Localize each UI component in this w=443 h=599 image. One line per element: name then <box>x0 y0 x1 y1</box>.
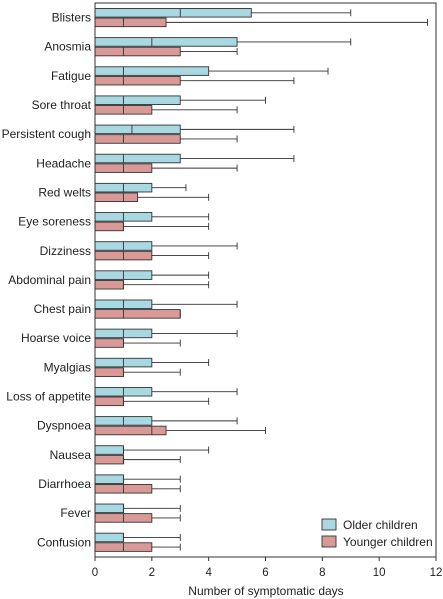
bar-older-children-diarrhoea <box>94 474 124 484</box>
x-tick-label: 2 <box>149 567 155 579</box>
category-label: Red welts <box>38 185 91 199</box>
category-label: Sore throat <box>32 98 92 112</box>
bar-older-children-fatigue <box>94 66 210 76</box>
x-axis-title: Number of symptomatic days <box>188 584 343 598</box>
bar-younger-children-red-welts <box>94 192 139 203</box>
bar-younger-children-chest-pain <box>94 309 181 319</box>
x-tick-label: 12 <box>430 567 443 579</box>
category-labels: Blisters Anosmia Fatigue Sore throat Persist… <box>2 11 92 550</box>
category-label: Myalgias <box>44 360 91 374</box>
bar-older-children-nausea <box>94 445 124 455</box>
x-tick-label: 4 <box>205 567 212 579</box>
bar-older-children-blisters <box>94 8 252 18</box>
bar-younger-children-eye-soreness <box>94 221 124 232</box>
category-label: Diarrhoea <box>38 477 91 491</box>
x-tick-label: 10 <box>373 567 386 579</box>
legend-swatch-younger <box>321 535 337 548</box>
category-label: Persistent cough <box>2 127 91 141</box>
category-label: Dizziness <box>40 244 91 258</box>
bar-older-children-anosmia <box>94 37 238 47</box>
plot-frame <box>94 2 437 558</box>
legend-swatch-older <box>321 518 337 531</box>
bar-younger-children-dyspnoea <box>94 425 167 436</box>
bar-younger-children-myalgias <box>94 367 124 377</box>
bar-older-children-headache <box>94 153 181 164</box>
x-tick-label: 8 <box>319 567 325 579</box>
bar-younger-children-anosmia <box>94 46 181 57</box>
category-label: Headache <box>36 156 91 170</box>
bar-younger-children-persistent-cough <box>94 134 181 144</box>
legend: Older children Younger children <box>321 518 433 549</box>
x-tick-label: 6 <box>262 567 268 579</box>
bar-younger-children-fatigue <box>94 75 181 86</box>
category-label: Confusion <box>37 535 91 549</box>
bars-group <box>94 8 428 552</box>
category-label: Fatigue <box>51 69 91 83</box>
legend-label-older: Older children <box>343 518 418 532</box>
bar-younger-children-abdominal-pain <box>94 279 124 290</box>
bar-older-children-confusion <box>94 532 124 543</box>
bar-older-children-fever <box>94 503 124 514</box>
bar-younger-children-nausea <box>94 454 124 465</box>
bar-older-children-persistent-cough <box>94 124 181 135</box>
category-label: Dyspnoea <box>37 419 91 433</box>
category-label: Nausea <box>50 448 92 462</box>
category-label: Fever <box>60 506 91 520</box>
category-label: Abdominal pain <box>8 273 91 287</box>
bar-younger-children-hoarse-voice <box>94 338 124 348</box>
category-label: Blisters <box>52 11 91 25</box>
x-tick-label: 0 <box>92 567 98 579</box>
bar-older-children-sore-throat <box>94 95 181 105</box>
category-label: Hoarse voice <box>21 331 91 345</box>
category-label: Loss of appetite <box>6 390 91 404</box>
category-label: Eye soreness <box>18 215 91 229</box>
category-label: Anosmia <box>44 40 91 54</box>
bar-younger-children-blisters <box>94 17 167 28</box>
x-axis: 0 2 4 6 8 10 12 <box>92 2 443 579</box>
bar-younger-children-loss-of-appetite <box>94 396 124 407</box>
legend-label-younger: Younger children <box>343 535 433 549</box>
category-label: Chest pain <box>34 302 91 316</box>
